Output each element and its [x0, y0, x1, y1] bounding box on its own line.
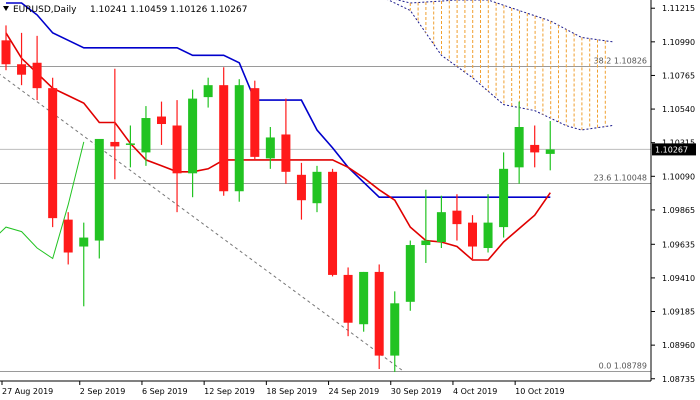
candle-body [296, 174, 306, 201]
time-tick-label: 2 Sep 2019 [80, 387, 126, 396]
candle-body [545, 149, 555, 154]
candle-body [125, 143, 135, 145]
chikou-line [0, 141, 85, 260]
candle-body [343, 274, 353, 323]
candle-body [172, 125, 182, 174]
price-tick-label: 1.10315 [662, 139, 695, 148]
time-tick-label: 30 Sep 2019 [391, 387, 442, 396]
candle-body [374, 271, 384, 356]
candle-body [265, 137, 275, 159]
fibonacci-layer: 38.2 1.10826 23.6 1.10048 0.0 1.08789 [0, 57, 651, 372]
candle-body [157, 116, 166, 125]
candle-body [32, 62, 42, 89]
candle-body [514, 127, 524, 168]
indicator-lines [0, 2, 551, 261]
price-tick-label: 1.09185 [662, 308, 695, 317]
cloud-span-b [387, 0, 613, 131]
candle-body [63, 219, 73, 253]
candle-body [328, 171, 338, 275]
candle-body [48, 88, 58, 219]
candle-body [234, 85, 244, 192]
candle-body [312, 171, 322, 204]
price-tick-label: 1.08735 [662, 375, 695, 384]
fib-level-label: 23.6 1.10048 [594, 174, 647, 183]
candle-body [219, 85, 229, 192]
price-tick-label: 1.09410 [662, 274, 695, 283]
time-axis: 27 Aug 2019 2 Sep 2019 6 Sep 2019 12 Sep 20… [1, 381, 565, 396]
price-tick-label: 1.11215 [662, 4, 695, 13]
candle-body [452, 210, 462, 225]
candle-body [203, 85, 213, 98]
price-tick-label: 1.10540 [662, 105, 695, 114]
candle-body [94, 138, 104, 241]
candle-body [421, 240, 431, 246]
fib-level-label: 0.0 1.08789 [599, 362, 647, 371]
candle-body [436, 212, 446, 243]
price-tick-label: 1.10990 [662, 38, 695, 47]
collapse-arrow-icon[interactable] [3, 6, 9, 11]
candle-body [405, 245, 415, 302]
time-tick-label: 27 Aug 2019 [2, 387, 53, 396]
candle-body [359, 271, 369, 325]
time-tick-label: 6 Sep 2019 [142, 387, 188, 396]
symbol-label: EURUSD,Daily [13, 5, 77, 15]
cloud-span-a [395, 0, 613, 43]
candle-body [390, 303, 400, 356]
ohlc-label: 1.10241 1.10459 1.10126 1.10267 [90, 5, 247, 15]
candle-body [1, 40, 11, 65]
fib-level-label: 38.2 1.10826 [594, 57, 647, 66]
time-tick-label: 10 Oct 2019 [515, 387, 564, 396]
price-tick-label: 1.08960 [662, 341, 695, 350]
candle-body [110, 141, 120, 147]
time-tick-label: 4 Oct 2019 [453, 387, 497, 396]
candle-body [281, 134, 291, 172]
candle-body [483, 222, 493, 249]
time-tick-label: 24 Sep 2019 [329, 387, 380, 396]
price-tick-label: 1.09865 [662, 206, 695, 215]
current-price-tag: 1.10267 [652, 143, 696, 156]
price-tick-label: 1.10090 [662, 172, 695, 181]
candle-body [499, 168, 509, 228]
kijun-line [6, 2, 551, 198]
price-axis: 1.11215 1.10990 1.10765 1.10540 1.10315 1.100… [651, 4, 695, 384]
current-price-label: 1.10267 [655, 145, 688, 154]
price-tick-label: 1.10765 [662, 71, 695, 80]
tenkan-line [5, 32, 551, 261]
candle-body [79, 237, 89, 247]
ichimoku-cloud [387, 0, 613, 131]
candlesticks [1, 25, 555, 373]
price-tick-label: 1.09635 [662, 240, 695, 249]
candle-body [17, 64, 27, 75]
candle-body [468, 222, 477, 247]
candle-body [141, 118, 151, 153]
candle-body [188, 98, 198, 174]
time-tick-label: 12 Sep 2019 [204, 387, 255, 396]
time-tick-label: 18 Sep 2019 [266, 387, 317, 396]
candle-body [250, 88, 260, 157]
candle-body [530, 144, 540, 153]
